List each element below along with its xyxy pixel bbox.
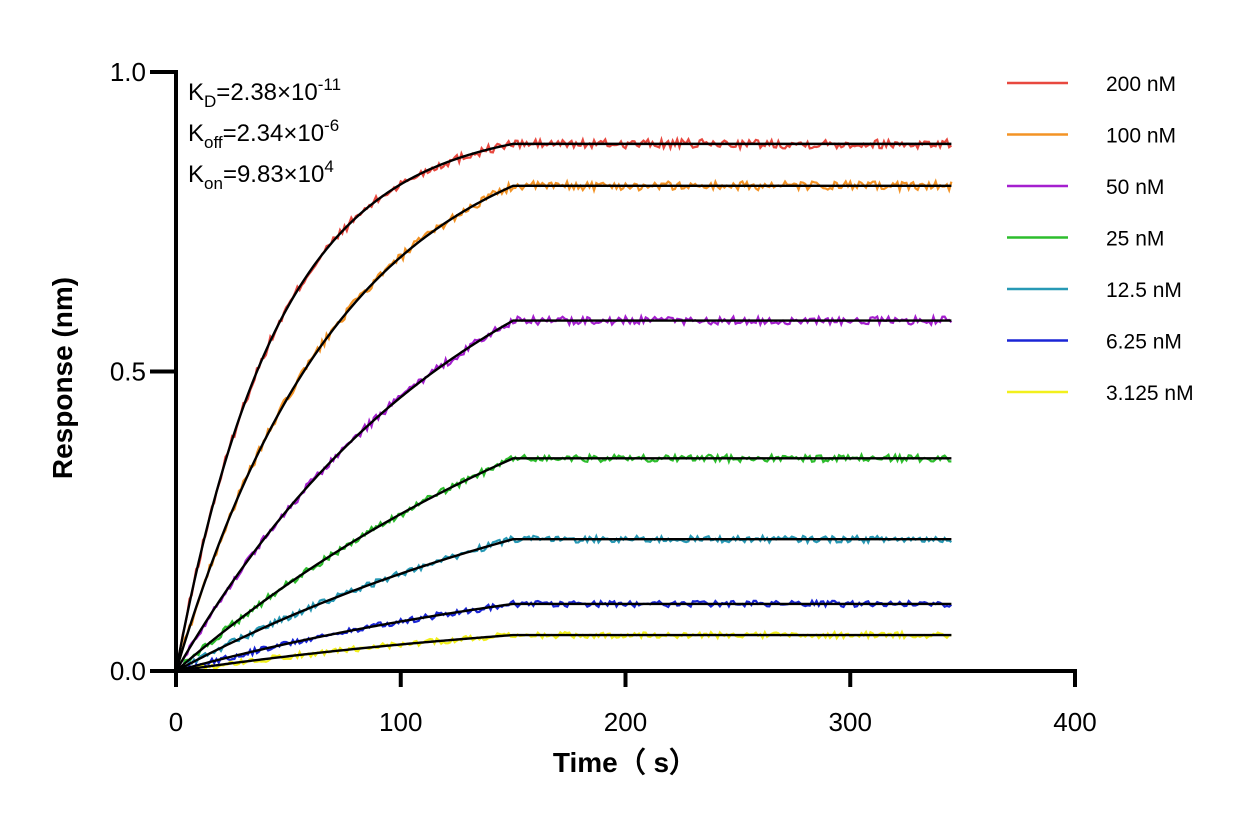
legend-label: 6.25 nM <box>1106 331 1182 354</box>
legend-item: 50 nM <box>1007 176 1164 199</box>
legend-label: 3.125 nM <box>1106 382 1194 405</box>
annotation-exponent: -6 <box>324 116 339 135</box>
series-line-200-nm <box>174 135 953 672</box>
y-tick-label: 1.0 <box>110 57 146 87</box>
annotation-subscript: on <box>204 174 223 193</box>
series-line-3-125-nm <box>175 629 952 673</box>
legend-label: 25 nM <box>1106 228 1164 251</box>
fit-line-50-nm <box>174 319 952 672</box>
legend-label: 100 nM <box>1106 125 1176 148</box>
annotation-exponent: 4 <box>324 157 333 176</box>
fit-line-25-nm <box>175 457 952 672</box>
legend-item: 3.125 nM <box>1007 382 1194 405</box>
annotation-kon: Kon=9.83×104 <box>188 157 334 193</box>
annotation-value: =9.83×10 <box>223 161 324 188</box>
fit-line-12-5-nm <box>175 538 952 673</box>
x-tick-label: 300 <box>829 707 872 737</box>
annotation-koff: Koff=2.34×10-6 <box>188 116 339 152</box>
x-tick-label: 0 <box>169 707 183 737</box>
legend-label: 12.5 nM <box>1106 279 1182 302</box>
fit-line-3-125-nm <box>175 633 952 673</box>
y-axis-title: Response (nm) <box>47 277 78 479</box>
x-tick-label: 200 <box>604 707 647 737</box>
legend-label: 50 nM <box>1106 176 1164 199</box>
legend-item: 25 nM <box>1007 228 1164 251</box>
fit-line-100-nm <box>174 184 952 672</box>
annotation-symbol: K <box>188 161 204 188</box>
legend: 200 nM 100 nM 50 nM 25 nM 12.5 nM 6.25 nM 3.12… <box>1007 73 1194 405</box>
x-axis-title: Time（ s） <box>553 746 697 778</box>
series-line-100-nm <box>174 178 953 672</box>
x-tick-label: 400 <box>1053 707 1096 737</box>
legend-item: 6.25 nM <box>1007 331 1182 354</box>
axes: 0 100 200 300 400 0.0 0.5 1.0 <box>110 57 1097 737</box>
x-ticks: 0 100 200 300 400 <box>169 671 1097 737</box>
series-line-25-nm <box>175 451 952 672</box>
legend-item: 12.5 nM <box>1007 279 1182 302</box>
annotation-symbol: K <box>188 79 204 106</box>
legend-item: 100 nM <box>1007 125 1176 148</box>
annotation-symbol: K <box>188 120 204 147</box>
fit-line-6-25-nm <box>175 602 952 673</box>
y-ticks: 0.0 0.5 1.0 <box>110 57 176 686</box>
series-line-50-nm <box>175 313 953 672</box>
plot-curves <box>174 135 953 673</box>
annotation-exponent: -11 <box>318 75 341 94</box>
legend-label: 200 nM <box>1106 73 1176 96</box>
annotation-subscript: D <box>204 92 216 111</box>
annotation-value: =2.34×10 <box>223 120 324 147</box>
legend-item: 200 nM <box>1007 73 1176 96</box>
annotation-value: =2.38×10 <box>216 79 317 106</box>
fit-line-200-nm <box>174 142 952 672</box>
y-tick-label: 0.0 <box>110 656 146 686</box>
annotation-kd: KD=2.38×10-11 <box>188 75 341 111</box>
annotation-subscript: off <box>204 133 223 152</box>
y-tick-label: 0.5 <box>110 357 146 387</box>
x-tick-label: 100 <box>379 707 422 737</box>
